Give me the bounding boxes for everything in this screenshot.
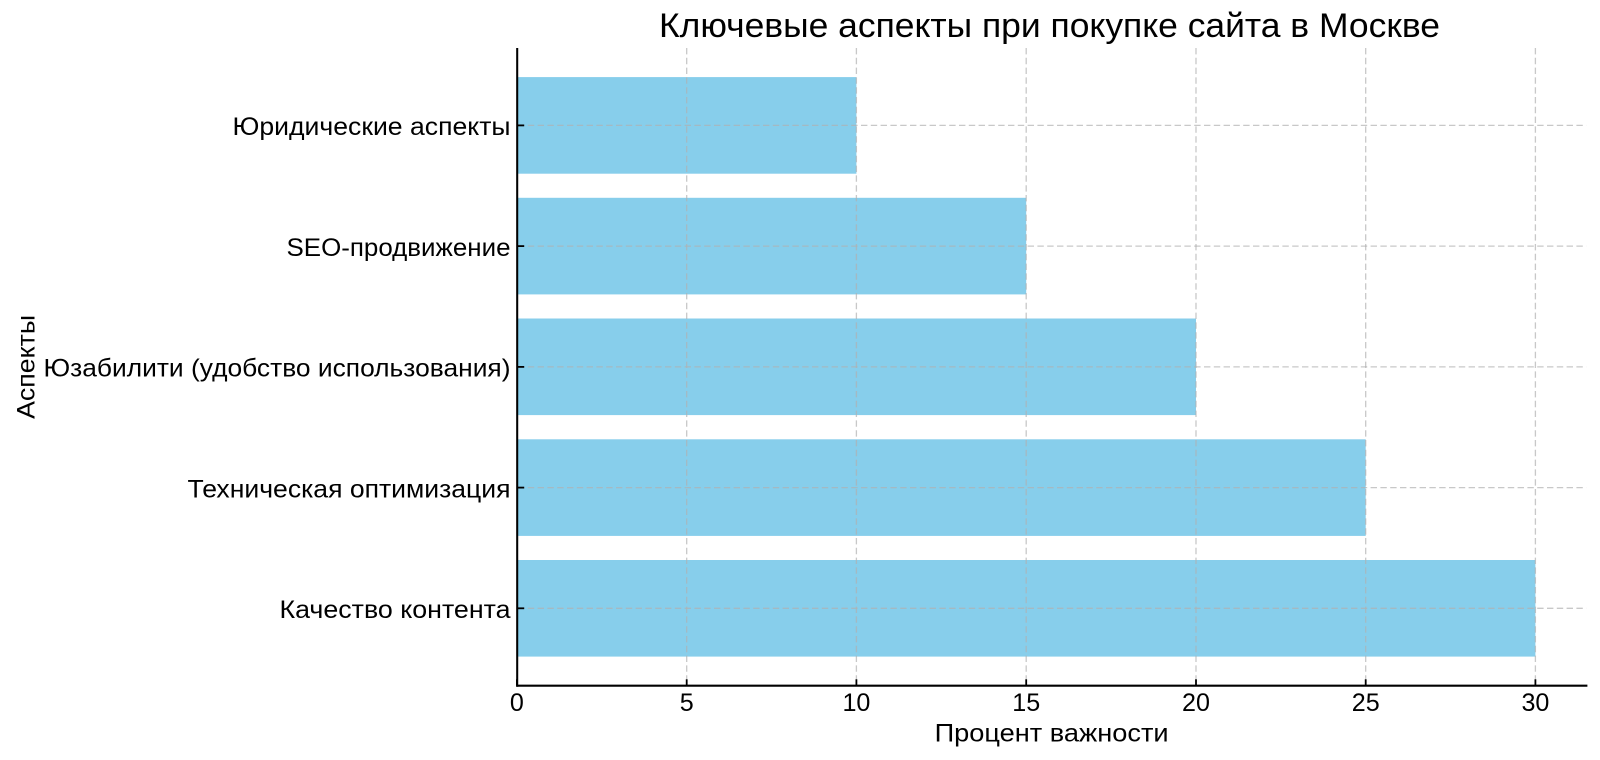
svg-text:5: 5	[680, 689, 694, 717]
svg-text:20: 20	[1182, 689, 1210, 717]
svg-text:25: 25	[1352, 689, 1380, 717]
svg-text:Аспекты: Аспекты	[13, 315, 41, 419]
svg-text:15: 15	[1012, 689, 1040, 717]
svg-text:10: 10	[842, 689, 870, 717]
svg-text:Юридические аспекты: Юридические аспекты	[233, 113, 511, 141]
svg-text:0: 0	[510, 689, 524, 717]
svg-text:Юзабилити (удобство использова: Юзабилити (удобство использования)	[44, 355, 511, 383]
svg-text:30: 30	[1521, 689, 1549, 717]
svg-text:Качество контента: Качество контента	[280, 596, 511, 624]
svg-text:Техническая оптимизация: Техническая оптимизация	[188, 475, 511, 503]
svg-text:Процент важности: Процент важности	[935, 719, 1169, 747]
svg-text:SEO-продвижение: SEO-продвижение	[287, 234, 511, 262]
svg-text:Ключевые аспекты при покупке с: Ключевые аспекты при покупке сайта в Мос…	[659, 7, 1440, 45]
